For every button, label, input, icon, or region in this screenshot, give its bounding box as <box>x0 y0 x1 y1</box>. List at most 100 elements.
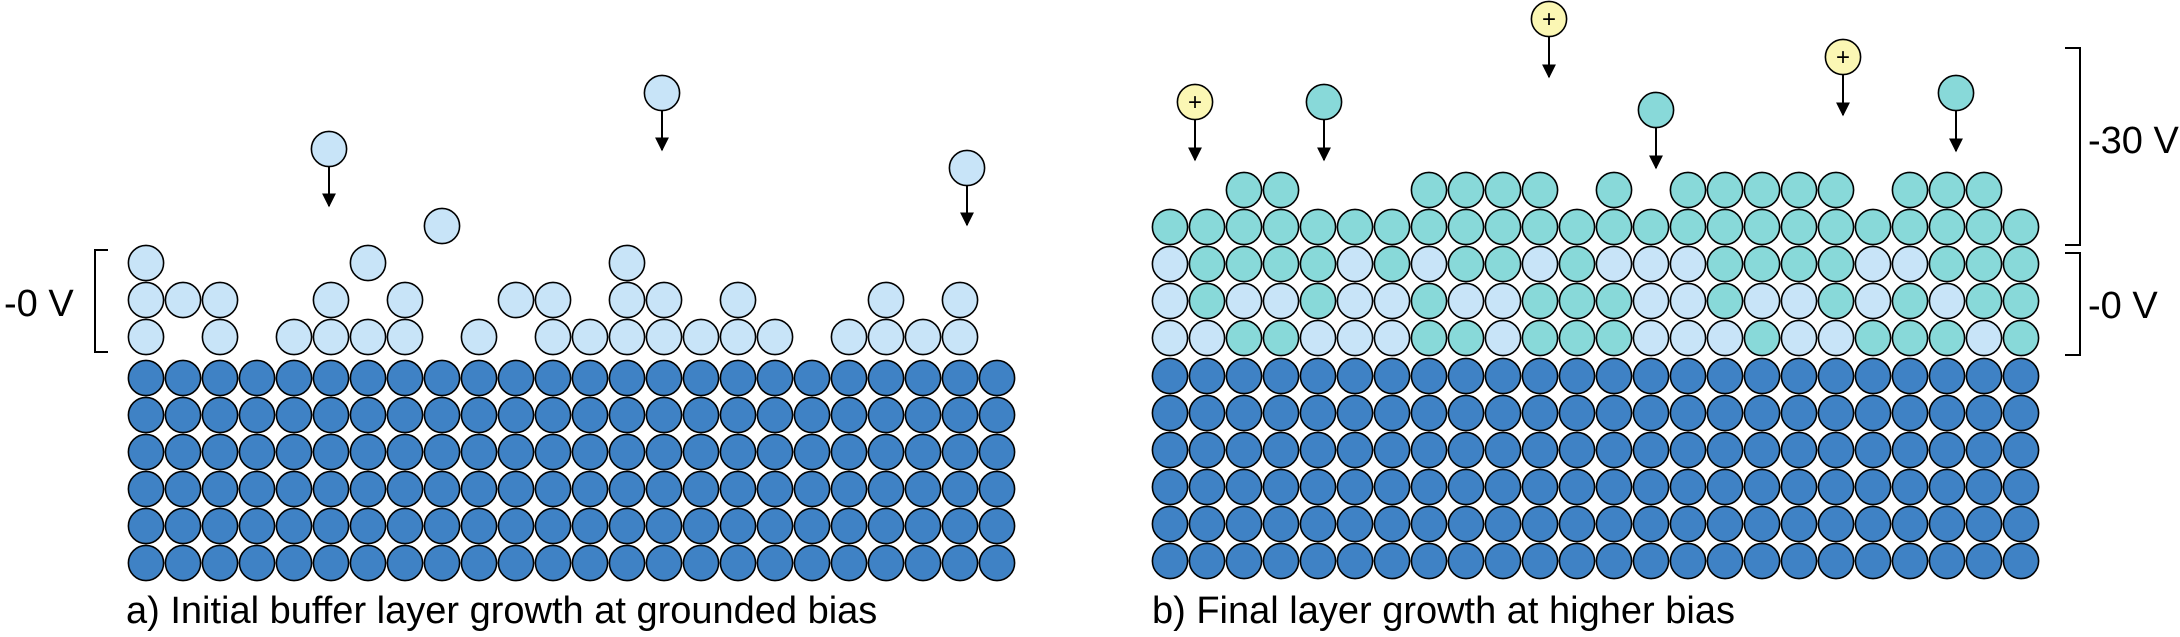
substrate-atom <box>127 359 165 397</box>
buffer-atom <box>201 281 239 319</box>
substrate-atom <box>682 359 720 397</box>
substrate-atom <box>423 359 461 397</box>
substrate-atom <box>2002 394 2040 432</box>
substrate-atom <box>460 507 498 545</box>
substrate-atom <box>460 359 498 397</box>
substrate-atom <box>312 433 350 471</box>
panel-a-caption: a) Initial buffer layer growth at ground… <box>126 590 877 632</box>
substrate-atom <box>238 433 276 471</box>
buffer-atom <box>719 318 757 356</box>
substrate-atom <box>1743 505 1781 543</box>
substrate-atom <box>1447 431 1485 469</box>
buffer-atom <box>1225 282 1263 320</box>
substrate-atom <box>534 359 572 397</box>
buffer-atom <box>312 281 350 319</box>
film-atom <box>1595 319 1633 357</box>
substrate-atom <box>164 396 202 434</box>
panel-a: -0 V a) Initial buffer layer growth at g… <box>4 74 1016 632</box>
film-atom <box>1262 319 1300 357</box>
film-atom <box>1410 208 1448 246</box>
substrate-atom <box>1780 542 1818 580</box>
film-atom <box>1595 282 1633 320</box>
film-atom <box>2002 319 2040 357</box>
film-atom <box>1558 319 1596 357</box>
substrate-atom <box>1410 542 1448 580</box>
buffer-atom <box>534 318 572 356</box>
buffer-atom <box>1336 319 1374 357</box>
substrate-atom <box>1632 468 1670 506</box>
substrate-atom <box>2002 357 2040 395</box>
substrate-atom <box>682 396 720 434</box>
substrate-atom <box>275 396 313 434</box>
film-atom <box>1854 208 1892 246</box>
substrate-atom <box>2002 468 2040 506</box>
panel-b-bracket-top <box>2065 47 2081 246</box>
panel-b-atoms: + + + <box>1151 0 2040 580</box>
substrate-atom <box>1891 394 1929 432</box>
substrate-atom <box>1743 468 1781 506</box>
substrate-atom <box>1484 542 1522 580</box>
buffer-atom <box>830 318 868 356</box>
substrate-atom <box>349 544 387 582</box>
film-atom <box>1817 208 1855 246</box>
film-atom <box>1891 319 1929 357</box>
panel-a-bracket <box>94 249 108 353</box>
substrate-atom <box>719 470 757 508</box>
substrate-atom <box>1336 505 1374 543</box>
substrate-atom <box>1595 431 1633 469</box>
substrate-atom <box>1632 431 1670 469</box>
substrate-atom <box>904 396 942 434</box>
buffer-atom <box>1447 282 1485 320</box>
substrate-atom <box>682 544 720 582</box>
film-atom <box>2002 208 2040 246</box>
substrate-atom <box>978 507 1016 545</box>
film-atom <box>1743 171 1781 209</box>
film-atom <box>1817 282 1855 320</box>
substrate-atom <box>497 396 535 434</box>
substrate-atom <box>497 359 535 397</box>
buffer-atom <box>1669 319 1707 357</box>
substrate-atom <box>1225 394 1263 432</box>
substrate-atom <box>1669 505 1707 543</box>
buffer-atom <box>1188 319 1226 357</box>
substrate-atom <box>1484 431 1522 469</box>
buffer-atom <box>386 281 424 319</box>
film-atom <box>1447 171 1485 209</box>
buffer-atom <box>1854 245 1892 283</box>
substrate-atom <box>1854 431 1892 469</box>
buffer-atom <box>275 318 313 356</box>
substrate-atom <box>275 433 313 471</box>
substrate-atom <box>1151 542 1189 580</box>
substrate-atom <box>2002 431 2040 469</box>
substrate-atom <box>719 433 757 471</box>
substrate-atom <box>534 396 572 434</box>
substrate-atom <box>386 433 424 471</box>
substrate-atom <box>275 507 313 545</box>
substrate-atom <box>238 470 276 508</box>
substrate-atom <box>1299 357 1337 395</box>
substrate-atom <box>793 433 831 471</box>
substrate-atom <box>1743 431 1781 469</box>
substrate-atom <box>1965 394 2003 432</box>
film-atom <box>1225 208 1263 246</box>
substrate-atom <box>349 396 387 434</box>
substrate-atom <box>1743 542 1781 580</box>
substrate-atom <box>1780 357 1818 395</box>
film-atom <box>1965 171 2003 209</box>
buffer-atom <box>1632 245 1670 283</box>
substrate-atom <box>1262 542 1300 580</box>
film-atom <box>1521 208 1559 246</box>
film-atom <box>1262 245 1300 283</box>
substrate-atom <box>1891 468 1929 506</box>
substrate-atom <box>830 470 868 508</box>
substrate-atom <box>1558 505 1596 543</box>
substrate-atom <box>386 359 424 397</box>
buffer-atom <box>1151 245 1189 283</box>
substrate-atom <box>1410 505 1448 543</box>
substrate-atom <box>756 359 794 397</box>
film-atom <box>1706 171 1744 209</box>
substrate-atom <box>978 396 1016 434</box>
substrate-atom <box>1817 468 1855 506</box>
substrate-atom <box>1299 542 1337 580</box>
